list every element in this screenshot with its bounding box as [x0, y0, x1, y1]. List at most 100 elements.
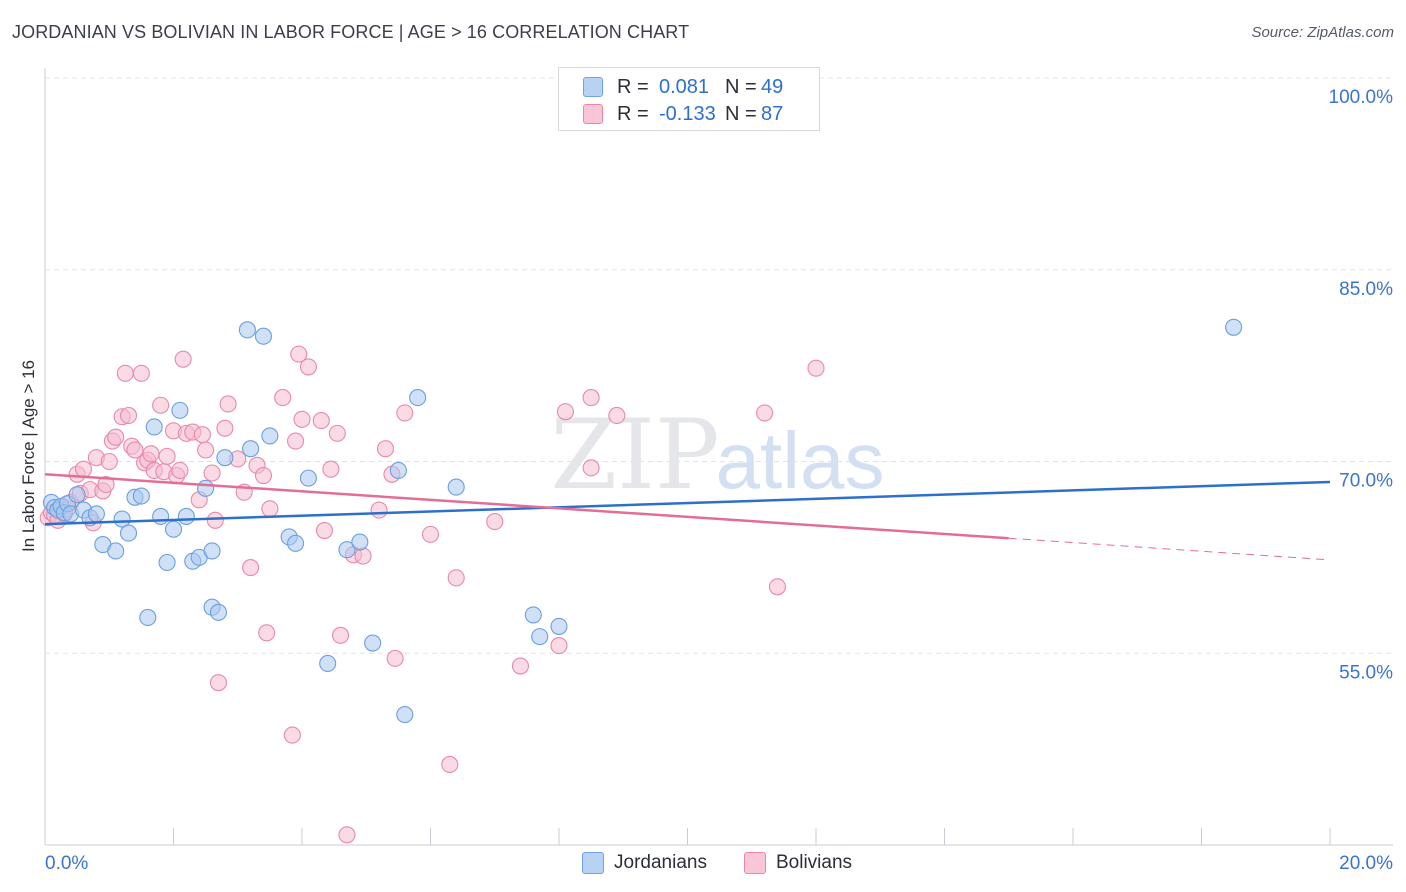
legend-n-value: 87: [761, 102, 784, 125]
legend-label-jordanians: Jordanians: [614, 852, 707, 873]
trend-lines: [44, 473, 1331, 561]
bolivian-point: [486, 513, 504, 531]
legend-swatch-jordanians: [583, 77, 603, 97]
legend-swatch-jordanians: [582, 852, 604, 874]
jordanian-point: [531, 628, 549, 646]
bolivian-point: [386, 649, 404, 667]
bolivian-point: [116, 364, 134, 382]
bolivian-trend-extension: [1008, 537, 1331, 561]
bolivian-point: [338, 826, 356, 844]
bolivian-point: [322, 460, 340, 478]
jordanian-point: [164, 520, 183, 538]
jordanian-point: [389, 461, 407, 479]
jordanian-point: [287, 534, 305, 552]
y-tick-label: 70.0%: [1339, 471, 1393, 492]
legend-swatch-bolivians: [744, 852, 766, 874]
bolivian-point: [376, 440, 395, 458]
bolivian-point: [254, 467, 273, 485]
y-tick-labels: 55.0% 70.0% 85.0% 100.0%: [1329, 87, 1394, 683]
bolivian-point: [193, 426, 211, 444]
bolivian-point: [209, 674, 228, 692]
jordanian-point: [396, 706, 414, 724]
bolivian-point: [608, 406, 626, 425]
bolivian-point: [287, 432, 305, 450]
jordanian-point: [158, 553, 176, 572]
jordanian-point: [152, 507, 170, 526]
bolivian-point: [107, 428, 125, 446]
x-tick-labels: 0.0% 20.0%: [45, 853, 1393, 874]
jordanian-point: [139, 608, 157, 627]
bolivian-point: [142, 445, 160, 463]
jordanian-point: [113, 510, 131, 528]
bolivian-point: [768, 578, 787, 596]
legend-row-jordanians: R = 0.081 N = 49: [583, 75, 783, 99]
legend-item-jordanians[interactable]: Jordanians: [582, 852, 707, 874]
watermark-atlas: atlas: [716, 416, 885, 505]
bolivian-point: [299, 358, 317, 376]
bolivian-point: [556, 403, 574, 421]
bolivian-point: [315, 521, 334, 540]
jordanian-point: [261, 427, 279, 445]
jordanian-point: [351, 533, 369, 551]
bolivian-point: [203, 464, 221, 482]
legend-r-label: R =: [617, 102, 649, 125]
bolivian-point: [331, 626, 350, 644]
bolivian-point: [354, 547, 372, 565]
bolivian-point: [97, 475, 115, 494]
bolivian-point: [174, 350, 192, 368]
chart-title: JORDANIAN VS BOLIVIAN IN LABOR FORCE | A…: [12, 22, 690, 42]
bolivian-point: [328, 424, 346, 442]
legend-row-bolivians: R = -0.133 N = 87: [583, 102, 783, 126]
bolivian-point: [421, 525, 440, 543]
source-label: Source: ZipAtlas.com: [1251, 24, 1394, 41]
jordanian-point: [132, 487, 150, 505]
bolivian-point: [119, 406, 138, 425]
jordanian-point: [319, 654, 337, 673]
bolivian-point: [290, 345, 308, 363]
legend-n-label: N =: [725, 75, 757, 98]
bolivian-point: [396, 404, 414, 422]
series-legend: Jordanians Bolivians: [0, 852, 1406, 876]
y-tick-label: 85.0%: [1339, 279, 1393, 300]
y-axis-title: In Labor Force | Age > 16: [19, 360, 38, 552]
bolivian-point: [261, 500, 279, 518]
jordanian-point: [238, 321, 256, 339]
jordanian-point: [177, 507, 195, 526]
bolivian-point: [219, 395, 237, 413]
legend-item-bolivians[interactable]: Bolivians: [744, 852, 852, 874]
y-tick-label: 55.0%: [1339, 662, 1393, 683]
correlation-legend: R = 0.081 N = 49 R = -0.133 N = 87: [558, 67, 820, 131]
bolivian-point: [132, 364, 150, 382]
bolivian-point: [293, 410, 311, 428]
bolivian-point: [100, 452, 118, 471]
jordanian-point: [203, 542, 221, 560]
jordanian-point: [209, 603, 228, 621]
jordanian-point: [216, 449, 234, 467]
legend-swatch-bolivians: [583, 104, 603, 124]
legend-r-value: -0.133: [659, 102, 716, 125]
jordanian-point: [87, 505, 105, 523]
jordanian-point: [338, 541, 356, 559]
jordanian-point: [254, 327, 273, 345]
bolivian-point: [807, 359, 825, 377]
bolivian-point: [312, 412, 330, 430]
jordanian-point: [409, 389, 427, 407]
bolivian-point: [582, 459, 600, 477]
x-tick-label: 20.0%: [1339, 853, 1393, 874]
axes: [44, 68, 1393, 846]
bolivian-point: [274, 389, 292, 407]
bolivian-point: [242, 559, 260, 577]
bolivian-point: [550, 637, 568, 655]
bolivian-point: [756, 404, 774, 422]
watermark-zip: ZIP: [550, 399, 719, 511]
bolivian-point: [126, 441, 144, 459]
jordanian-point: [119, 524, 138, 542]
jordanian-point: [1225, 318, 1243, 336]
legend-n-value: 49: [761, 75, 784, 98]
jordanian-point: [107, 542, 125, 560]
bolivian-point: [258, 624, 276, 642]
jordanian-point: [550, 617, 568, 635]
y-tick-label: 100.0%: [1329, 87, 1394, 108]
jordanian-trend-line: [44, 480, 1331, 526]
